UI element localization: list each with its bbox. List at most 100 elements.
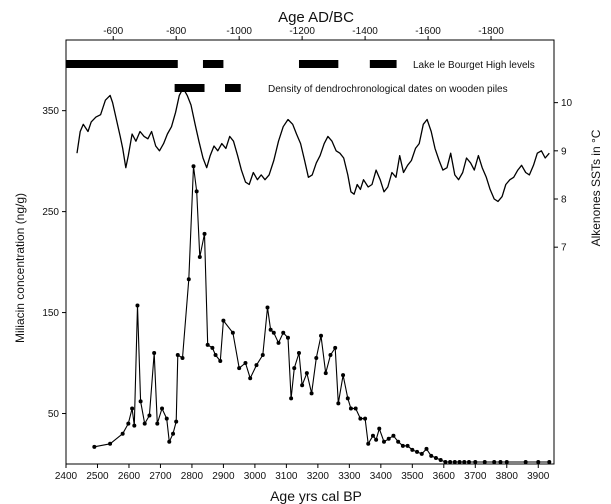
miliacin-point bbox=[504, 459, 509, 464]
miliacin-point bbox=[160, 406, 165, 411]
miliacin-point bbox=[429, 453, 434, 458]
y-left-axis-label: Miliacin concentration (ng/g) bbox=[13, 193, 27, 343]
x-tick-label: 3300 bbox=[338, 471, 361, 482]
miliacin-point bbox=[304, 371, 309, 376]
top-tick-label: -1600 bbox=[415, 26, 441, 37]
miliacin-point bbox=[135, 303, 140, 308]
miliacin-point bbox=[328, 352, 333, 357]
x-tick-label: 2900 bbox=[212, 471, 235, 482]
miliacin-point bbox=[265, 305, 270, 310]
miliacin-point bbox=[482, 459, 487, 464]
lake-level-bar bbox=[298, 60, 339, 68]
miliacin-point bbox=[438, 457, 443, 462]
y-right-tick-label: 7 bbox=[561, 243, 567, 254]
miliacin-point bbox=[391, 433, 396, 438]
miliacin-point bbox=[443, 459, 448, 464]
x-tick-label: 2800 bbox=[181, 471, 204, 482]
miliacin-point bbox=[466, 459, 471, 464]
x-tick-label: 3100 bbox=[275, 471, 298, 482]
miliacin-point bbox=[348, 406, 353, 411]
miliacin-point bbox=[210, 345, 215, 350]
miliacin-point bbox=[254, 363, 259, 368]
miliacin-point bbox=[205, 342, 210, 347]
y-left-tick-label: 350 bbox=[42, 106, 59, 117]
miliacin-point bbox=[191, 164, 196, 169]
x-tick-label: 2600 bbox=[118, 471, 141, 482]
miliacin-point bbox=[171, 431, 176, 436]
top-tick-label: -600 bbox=[103, 26, 123, 37]
miliacin-point bbox=[424, 446, 429, 451]
miliacin-point bbox=[138, 399, 143, 404]
miliacin-point bbox=[457, 459, 462, 464]
miliacin-point bbox=[345, 396, 350, 401]
miliacin-point bbox=[448, 459, 453, 464]
miliacin-point bbox=[186, 277, 191, 282]
sst-line bbox=[76, 87, 550, 203]
miliacin-point bbox=[202, 231, 207, 236]
x-tick-label: 2500 bbox=[86, 471, 109, 482]
lake-level-bar bbox=[369, 60, 397, 68]
dendro-density-bar bbox=[174, 84, 205, 92]
miliacin-point bbox=[296, 350, 301, 355]
miliacin-point bbox=[374, 437, 379, 442]
x-tick-label: 3900 bbox=[527, 471, 550, 482]
miliacin-point bbox=[164, 416, 169, 421]
miliacin-point bbox=[281, 330, 286, 335]
miliacin-line bbox=[94, 165, 550, 463]
miliacin-point bbox=[92, 444, 97, 449]
miliacin-point bbox=[300, 383, 305, 388]
miliacin-point bbox=[309, 391, 314, 396]
miliacin-point bbox=[341, 373, 346, 378]
miliacin-point bbox=[180, 356, 185, 360]
miliacin-point bbox=[396, 439, 401, 444]
miliacin-point bbox=[152, 350, 157, 355]
miliacin-point bbox=[260, 352, 265, 357]
miliacin-point bbox=[363, 416, 368, 421]
miliacin-point bbox=[194, 189, 199, 194]
miliacin-point bbox=[271, 330, 276, 335]
miliacin-point bbox=[358, 416, 363, 421]
miliacin-point bbox=[268, 327, 273, 332]
miliacin-point bbox=[419, 451, 424, 456]
miliacin-point bbox=[353, 406, 358, 411]
miliacin-point bbox=[276, 340, 281, 345]
miliacin-point bbox=[243, 361, 248, 366]
miliacin-point bbox=[132, 423, 137, 428]
miliacin-point bbox=[492, 459, 497, 464]
x-tick-label: 2700 bbox=[149, 471, 172, 482]
miliacin-point bbox=[126, 421, 131, 426]
miliacin-point bbox=[319, 333, 324, 338]
miliacin-point bbox=[473, 459, 478, 464]
miliacin-point bbox=[523, 459, 528, 464]
miliacin-point bbox=[433, 455, 438, 460]
miliacin-point bbox=[130, 406, 135, 411]
top-axis-label: Age AD/BC bbox=[278, 9, 354, 26]
miliacin-point bbox=[366, 441, 371, 446]
miliacin-point bbox=[221, 318, 226, 323]
miliacin-point bbox=[400, 443, 405, 448]
x-tick-label: 2400 bbox=[55, 471, 78, 482]
x-tick-label: 3600 bbox=[433, 471, 456, 482]
lake-level-bar bbox=[202, 60, 224, 68]
top-tick-label: -800 bbox=[166, 26, 186, 37]
miliacin-point bbox=[314, 356, 319, 360]
miliacin-point bbox=[536, 459, 541, 464]
miliacin-point bbox=[108, 441, 113, 446]
miliacin-point bbox=[333, 345, 338, 350]
x-tick-label: 3200 bbox=[307, 471, 330, 482]
top-tick-label: -1800 bbox=[478, 26, 504, 37]
miliacin-point bbox=[142, 421, 147, 426]
miliacin-point bbox=[370, 433, 375, 438]
y-left-tick-label: 250 bbox=[42, 207, 59, 218]
miliacin-point bbox=[120, 431, 125, 436]
miliacin-point bbox=[230, 330, 235, 335]
miliacin-point bbox=[405, 443, 410, 448]
miliacin-point bbox=[386, 436, 391, 441]
y-right-axis-label: Alkenones SSTs in °C bbox=[589, 129, 603, 246]
y-right-tick-label: 9 bbox=[561, 146, 567, 157]
miliacin-point bbox=[218, 359, 223, 364]
miliacin-point bbox=[336, 401, 341, 406]
miliacin-point bbox=[377, 426, 382, 431]
miliacin-point bbox=[248, 376, 253, 381]
